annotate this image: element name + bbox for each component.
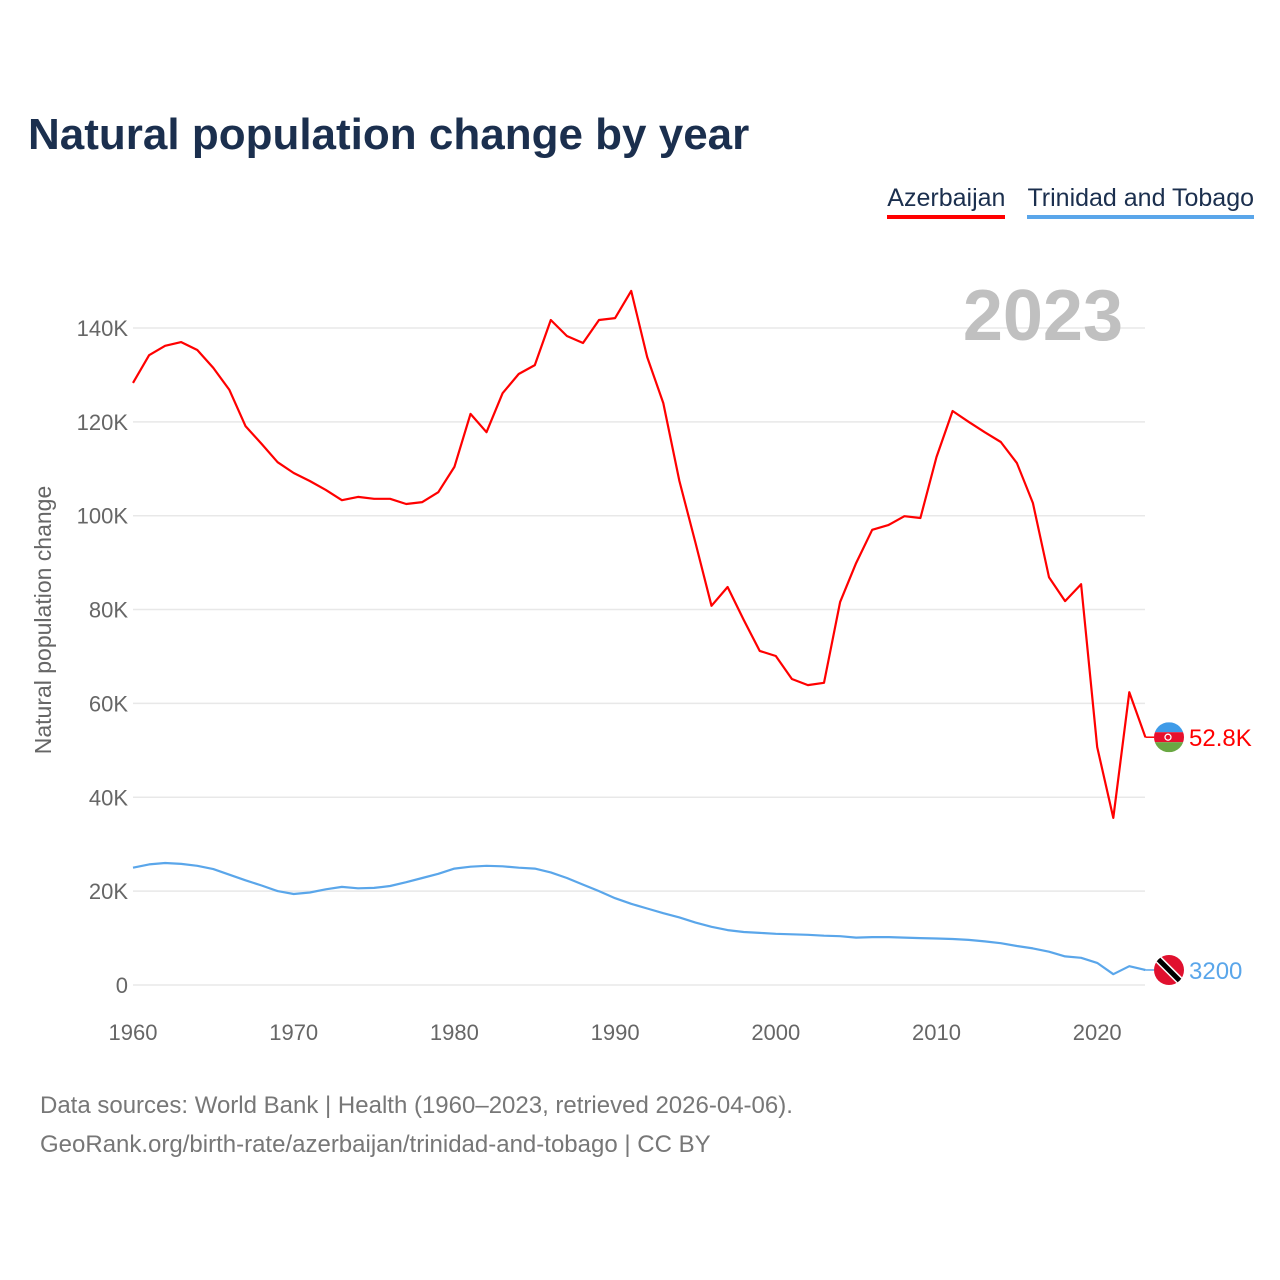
x-tick-label: 2000 <box>751 1020 800 1045</box>
flag-black <box>1155 956 1183 984</box>
flag-stripe-green <box>1154 742 1184 753</box>
end-value-label: 3200 <box>1189 958 1242 985</box>
series-line-1 <box>132 861 1146 976</box>
trinidad-flag-icon <box>1154 954 1184 985</box>
x-tick-label: 2010 <box>912 1020 961 1045</box>
footer: Data sources: World Bank | Health (1960–… <box>40 1086 793 1164</box>
x-tick-label: 1990 <box>591 1020 640 1045</box>
x-tick-label: 1970 <box>269 1020 318 1045</box>
x-tick-label: 1960 <box>109 1020 158 1045</box>
series-line-0 <box>132 289 1147 820</box>
y-tick-label: 140K <box>77 316 129 341</box>
azerbaijan-flag-icon <box>1154 722 1184 753</box>
flag-stripe-red <box>1154 732 1184 743</box>
legend-item-azerbaijan[interactable]: Azerbaijan <box>887 184 1006 219</box>
y-tick-label: 120K <box>77 410 129 435</box>
y-tick-label: 0 <box>116 973 128 998</box>
chart-title: Natural population change by year <box>28 110 750 159</box>
y-axis-label: Natural population change <box>30 486 56 755</box>
x-tick-label: 1980 <box>430 1020 479 1045</box>
y-tick-label: 80K <box>89 598 128 623</box>
flag-stripe-blue <box>1154 722 1184 733</box>
y-tick-label: 40K <box>89 785 128 810</box>
footer-sources: Data sources: World Bank | Health (1960–… <box>40 1092 793 1119</box>
legend: Azerbaijan Trinidad and Tobago <box>887 184 1254 219</box>
end-value-label: 52.8K <box>1189 725 1252 752</box>
year-watermark: 2023 <box>963 276 1123 356</box>
y-tick-label: 20K <box>89 879 128 904</box>
x-tick-label: 2020 <box>1073 1020 1122 1045</box>
y-tick-label: 60K <box>89 691 128 716</box>
legend-item-trinidad[interactable]: Trinidad and Tobago <box>1027 184 1254 219</box>
crescent <box>1164 733 1172 741</box>
footer-link[interactable]: GeoRank.org/birth-rate/azerbaijan/trinid… <box>40 1131 711 1158</box>
y-tick-label: 100K <box>77 504 129 529</box>
